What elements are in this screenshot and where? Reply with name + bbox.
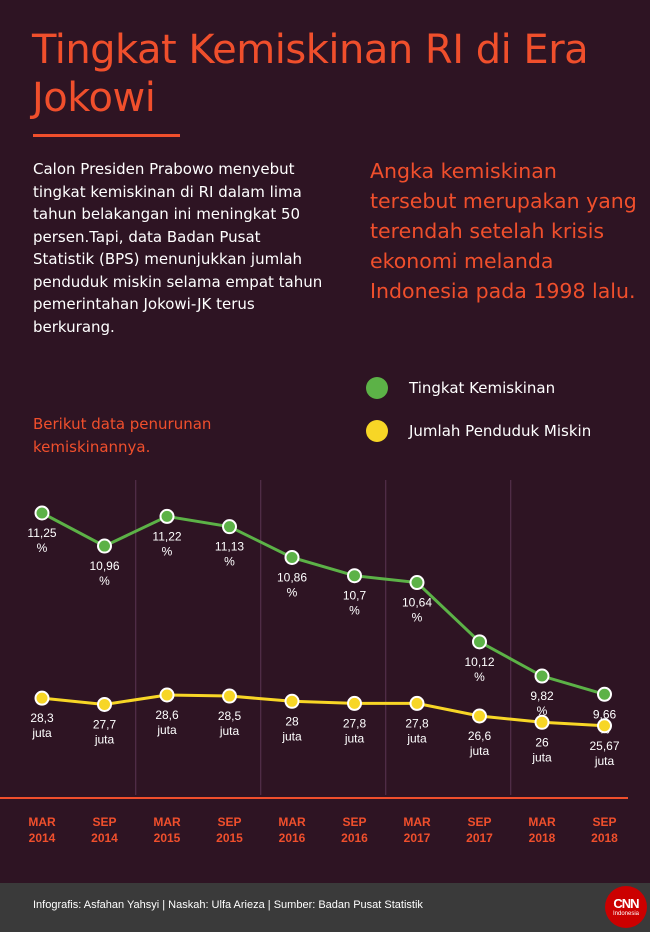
poverty-rate-point	[222, 519, 237, 535]
x-tick-label: MAR 2017	[403, 815, 431, 845]
highlight-quote: Angka kemiskinan tersebut merupakan yang…	[370, 159, 637, 303]
poor-population-value-label: 27,7 juta	[93, 717, 117, 746]
title-underline	[33, 134, 180, 137]
poor-population-value-label: 28 juta	[281, 714, 302, 743]
footer-credits: Infografis: Asfahan Yahsyi | Naskah: Ulf…	[33, 899, 423, 911]
legend-label: Jumlah Penduduk Miskin	[409, 422, 592, 440]
poverty-rate-point	[472, 634, 487, 650]
poverty-rate-line	[41, 511, 605, 696]
poverty-rate-value-label: 11,25%	[27, 526, 56, 555]
poor-population-point	[409, 695, 425, 711]
poor-population-value-label: 28,5 juta	[218, 709, 242, 738]
poverty-rate-point	[409, 575, 425, 591]
poverty-rate-value-label: 11,13%	[215, 540, 244, 569]
page-title: Tingkat Kemiskinan RI di Era Jokowi	[32, 27, 589, 121]
poor-population-point	[34, 690, 50, 706]
poor-population-point	[347, 695, 362, 711]
x-tick-label: MAR 2016	[278, 815, 306, 845]
cnn-indonesia-logo: CNN Indonesia	[605, 886, 647, 928]
poverty-rate-point	[534, 668, 550, 684]
x-tick-label: SEP 2014	[91, 815, 118, 845]
poverty-rate-point	[159, 508, 175, 524]
footer-bar: Infografis: Asfahan Yahsyi | Naskah: Ulf…	[0, 883, 650, 932]
poverty-rate-point	[347, 568, 362, 584]
poor-population-value-label: 28,6 juta	[155, 708, 179, 737]
poverty-rate-value-label: 11,22%	[152, 529, 181, 558]
poor-population-value-label: 25,67 juta	[589, 739, 619, 768]
poverty-rate-point	[284, 549, 300, 565]
x-tick-label: SEP 2017	[466, 815, 493, 845]
poor-population-point	[97, 696, 112, 712]
poor-population-point	[284, 693, 300, 709]
poor-population-value-label: 26,6 juta	[468, 729, 492, 758]
legend-item-poverty-rate: Tingkat Kemiskinan	[366, 377, 555, 399]
x-tick-label: SEP 2016	[341, 815, 368, 845]
poverty-line-chart: 11,25 % 10,96 % 11,22% 11,13 % 10,86% 10,7 % 10,64…	[0, 480, 628, 845]
poverty-rate-value-label: 10,96%	[89, 559, 119, 588]
poor-population-line	[41, 693, 605, 728]
legend-item-poor-population: Jumlah Penduduk Miskin	[366, 420, 591, 442]
poor-population-point	[534, 714, 550, 730]
poor-population-point	[472, 708, 487, 724]
x-tick-label: SEP 2015	[216, 815, 243, 845]
intro-paragraph: Calon Presiden Prabowo menyebut tingkat …	[33, 160, 323, 336]
x-tick-label: SEP 2018	[591, 815, 618, 845]
poor-population-value-label: 27,8 juta	[405, 716, 429, 745]
poor-population-value-label: 27,8 juta	[343, 716, 367, 745]
poor-population-point	[222, 688, 237, 704]
poverty-rate-point	[97, 538, 112, 554]
poverty-rate-value-label: 10,7%	[343, 589, 367, 618]
legend-swatch-green	[366, 377, 388, 399]
lead-text: Berikut data penurunan kemiskinannya.	[33, 415, 212, 456]
poverty-rate-point	[597, 686, 612, 702]
poverty-rate-value-label: 10,64%	[402, 596, 432, 625]
poverty-rate-value-label: 9,82%	[530, 689, 554, 718]
poor-population-point	[159, 687, 175, 703]
poverty-rate-value-label: 10,12%	[464, 655, 494, 684]
poverty-rate-point	[34, 505, 50, 521]
legend-swatch-yellow	[366, 420, 388, 442]
x-tick-label: MAR 2015	[153, 815, 181, 845]
poor-population-point	[597, 718, 612, 734]
poverty-rate-value-label: 10,86%	[277, 570, 307, 599]
poor-population-value-label: 28,3 juta	[30, 711, 54, 740]
legend-label: Tingkat Kemiskinan	[409, 379, 556, 397]
x-tick-label: MAR 2018	[528, 815, 556, 845]
poor-population-value-label: 26 juta	[531, 735, 552, 764]
x-tick-label: MAR 2014	[28, 815, 56, 845]
